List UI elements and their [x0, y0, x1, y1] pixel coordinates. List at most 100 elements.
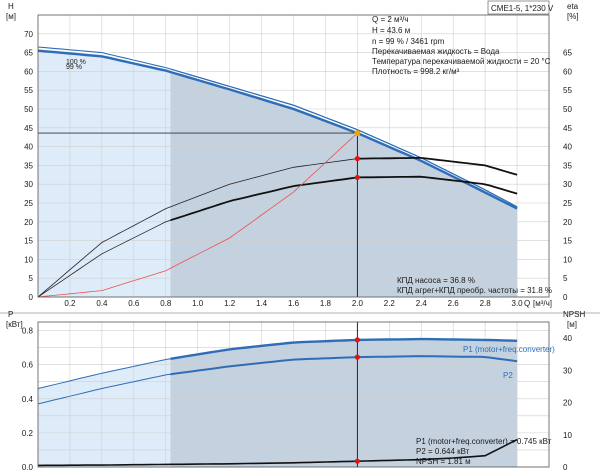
x-tick-label: 1.0 — [192, 299, 204, 308]
y-right-tick-label: 0 — [563, 293, 568, 302]
eta-total-curve — [170, 175, 518, 222]
y-tick-label: 30 — [24, 180, 33, 189]
system-curve — [38, 132, 358, 297]
info-line: Q = 2 м³/ч — [372, 15, 409, 24]
model-label: CME1-5, 1*230 V — [491, 4, 554, 13]
npsh-tick-label: 40 — [563, 334, 572, 343]
power-readout: P1 (motor+freq.converter) = 0.745 кВт P2… — [416, 437, 552, 466]
info-line: n = 99 % / 3461 rpm — [372, 37, 445, 46]
duty-point-npsh — [354, 458, 360, 464]
y-axis-unit-h: [м] — [6, 12, 16, 21]
y-tick-label: 65 — [24, 49, 33, 58]
y-right-tick-label: 65 — [563, 49, 572, 58]
y-axis-title-p: P — [8, 310, 13, 319]
y-tick-label: 0 — [29, 293, 34, 302]
info-line: Температура перекачиваемой жидкости = 20… — [372, 57, 551, 66]
npsh-curve — [38, 438, 518, 467]
y-tick-label: 60 — [24, 67, 33, 76]
npsh-tick-label: 30 — [563, 366, 572, 375]
npsh-text: NPSH = 1.81 м — [416, 457, 471, 466]
p-tick-label: 0.0 — [22, 463, 34, 472]
y-right-tick-label: 30 — [563, 180, 572, 189]
x-tick-label: 0.4 — [96, 299, 108, 308]
x-tick-label: 0.6 — [128, 299, 140, 308]
x-tick-label: 0.8 — [160, 299, 172, 308]
y-right-tick-label: 60 — [563, 67, 572, 76]
curve-label-p1: P1 (motor+freq.converter) — [463, 345, 555, 354]
x-axis-title-q: Q — [524, 299, 530, 308]
bottom-panel-frame — [37, 321, 550, 468]
x-tick-label: 2.4 — [416, 299, 428, 308]
bottom-panel-grid — [38, 322, 549, 468]
duty-point-p2 — [354, 354, 360, 360]
y-tick-label: 45 — [24, 124, 33, 133]
y-tick-label: 55 — [24, 86, 33, 95]
y-tick-label: 40 — [24, 143, 33, 152]
pump-efficiency-text: КПД насоса = 36.8 % — [397, 276, 475, 285]
operating-region — [170, 69, 518, 297]
p1-curve-bold — [170, 337, 518, 360]
npsh-tick-label: 10 — [563, 431, 572, 440]
x-tick-label: 3.0 — [512, 299, 524, 308]
x-tick-label: 1.2 — [224, 299, 236, 308]
p2-curve-bold — [170, 355, 518, 376]
p-tick-label: 0.4 — [22, 395, 34, 404]
x-tick-label: 0.2 — [64, 299, 76, 308]
y-axis-title-h: H — [8, 2, 14, 11]
y-right-tick-label: 55 — [563, 86, 572, 95]
y-right-tick-label: 45 — [563, 124, 572, 133]
head-curve-99 — [38, 49, 518, 210]
duty-point-p1 — [354, 337, 360, 343]
y-right-tick-label: 25 — [563, 199, 572, 208]
eta-pump-curve — [357, 157, 518, 176]
p-tick-label: 0.8 — [22, 327, 34, 336]
x-axis-unit-q: [м³/ч] — [533, 299, 552, 308]
x-tick-label: 1.6 — [288, 299, 300, 308]
y-right-tick-label: 20 — [563, 218, 572, 227]
y-tick-label: 25 — [24, 199, 33, 208]
x-tick-label: 2.8 — [480, 299, 492, 308]
y-axis-title-eta: eta — [567, 2, 579, 11]
y-axis-unit-npsh: [м] — [567, 320, 577, 329]
y-right-tick-label: 50 — [563, 105, 572, 114]
y-right-tick-label: 5 — [563, 274, 568, 283]
y-tick-label: 10 — [24, 255, 33, 264]
p2-text: P2 = 0.644 кВт — [416, 447, 470, 456]
operating-info: Q = 2 м³/ч H = 43.6 м n = 99 % / 3461 rp… — [372, 15, 551, 76]
top-panel-frame — [37, 14, 550, 298]
efficiency-readout: КПД насоса = 36.8 % КПД агрег+КПД преобр… — [397, 276, 552, 295]
x-tick-label: 2.6 — [448, 299, 460, 308]
p-tick-label: 0.6 — [22, 361, 34, 370]
curve-label-99: 99 % — [66, 64, 82, 71]
head-curve-outline — [170, 68, 518, 208]
y-axis-unit-eta: [%] — [567, 12, 579, 21]
y-right-tick-label: 35 — [563, 161, 572, 170]
total-efficiency-text: КПД агрег+КПД преобр. частоты = 31.8 % — [397, 286, 552, 295]
x-tick-label: 1.8 — [320, 299, 332, 308]
y-right-tick-label: 40 — [563, 143, 572, 152]
info-line: Плотность = 998.2 кг/м³ — [372, 67, 460, 76]
y-tick-label: 5 — [29, 274, 34, 283]
npsh-tick-label: 0 — [563, 463, 568, 472]
x-tick-label: 2.2 — [384, 299, 396, 308]
y-axis-title-npsh: NPSH — [563, 310, 585, 319]
y-right-tick-label: 10 — [563, 255, 572, 264]
y-tick-label: 35 — [24, 161, 33, 170]
duty-point-head — [354, 130, 361, 137]
duty-point-eta-pump — [354, 156, 360, 162]
info-line: Перекачиваемая жидкость = Вода — [372, 47, 500, 56]
y-axis-unit-p: [кВт] — [6, 320, 23, 329]
info-line: H = 43.6 м — [372, 26, 410, 35]
p1-text: P1 (motor+freq.converter) = 0.745 кВт — [416, 437, 552, 446]
curve-label-100: 100 % — [66, 59, 86, 66]
y-tick-label: 50 — [24, 105, 33, 114]
y-right-tick-label: 15 — [563, 237, 572, 246]
npsh-tick-label: 20 — [563, 399, 572, 408]
y-tick-label: 15 — [24, 237, 33, 246]
y-tick-label: 70 — [24, 30, 33, 39]
x-tick-label: 2.0 — [352, 299, 364, 308]
model-label-box — [487, 0, 550, 15]
p-tick-label: 0.2 — [22, 429, 34, 438]
duty-point-eta-total — [354, 174, 360, 181]
